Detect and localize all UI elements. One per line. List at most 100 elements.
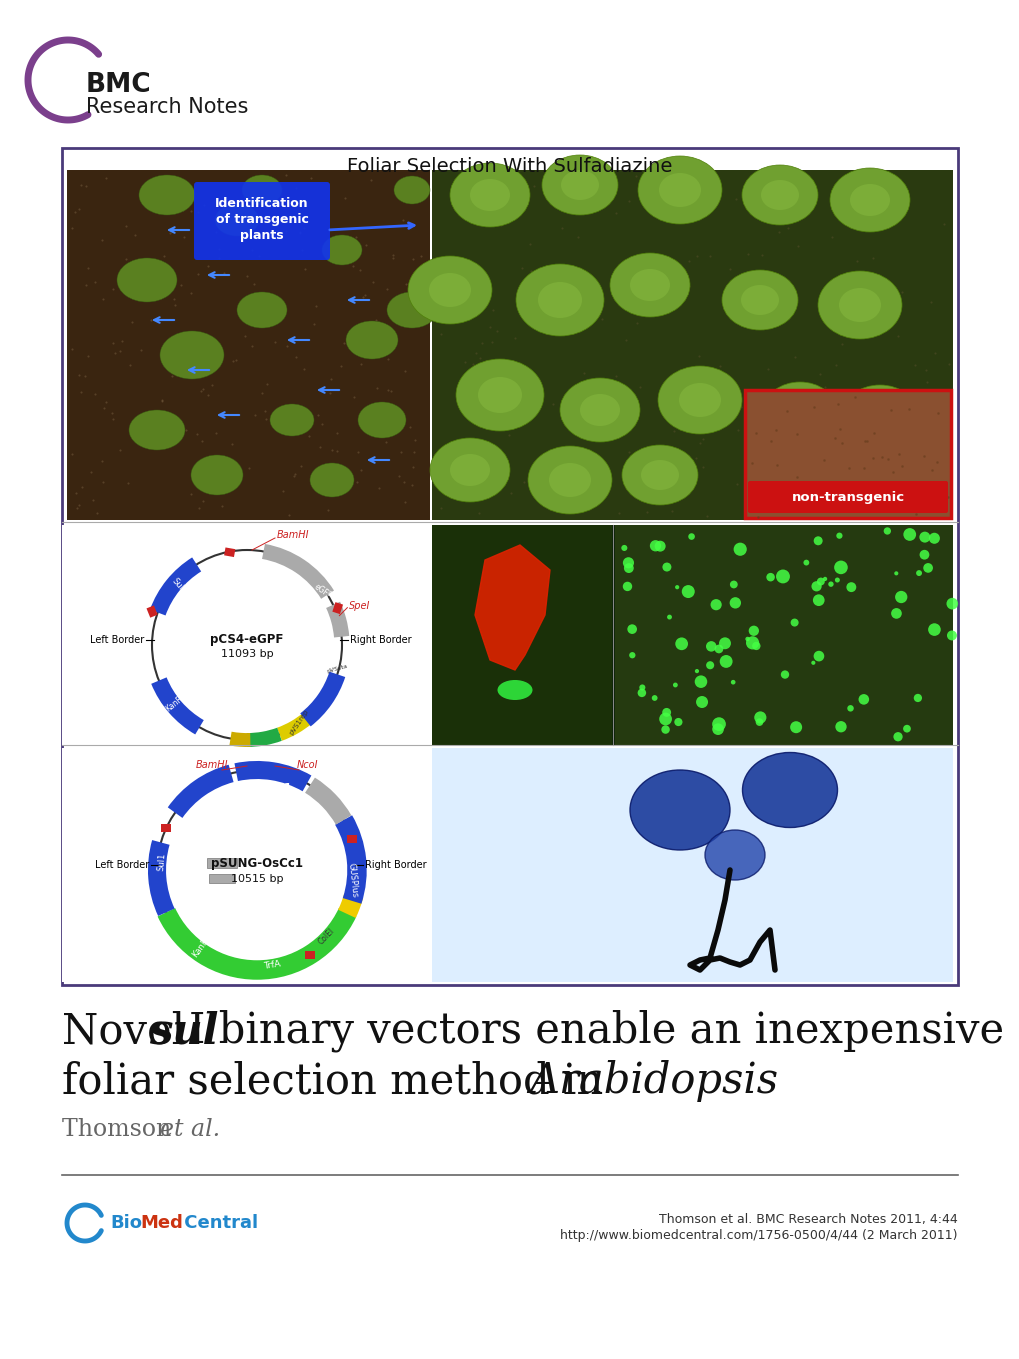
Text: et al.: et al. (160, 1118, 220, 1142)
Ellipse shape (449, 163, 530, 227)
Circle shape (730, 580, 737, 588)
Ellipse shape (528, 446, 611, 514)
Bar (209, 874, 234, 883)
Circle shape (711, 723, 723, 735)
Circle shape (705, 662, 713, 669)
Circle shape (813, 537, 822, 545)
Circle shape (637, 689, 645, 697)
Ellipse shape (236, 292, 286, 328)
Circle shape (751, 641, 760, 650)
Ellipse shape (622, 444, 697, 506)
Circle shape (710, 599, 721, 610)
Ellipse shape (580, 394, 620, 425)
Text: Foliar Selection With Sulfadiazine: Foliar Selection With Sulfadiazine (347, 156, 672, 175)
Circle shape (882, 527, 891, 534)
Circle shape (733, 542, 746, 556)
Ellipse shape (455, 359, 543, 431)
Ellipse shape (393, 177, 430, 204)
Text: OsCc1: OsCc1 (252, 781, 292, 795)
Ellipse shape (516, 264, 603, 336)
Circle shape (894, 571, 898, 575)
Circle shape (827, 582, 833, 587)
Ellipse shape (721, 270, 797, 330)
Bar (432, 525, 952, 745)
Circle shape (902, 724, 910, 733)
Circle shape (922, 563, 932, 572)
Circle shape (714, 644, 722, 654)
Circle shape (919, 550, 928, 560)
Circle shape (836, 533, 842, 538)
Ellipse shape (841, 385, 917, 444)
Circle shape (810, 660, 814, 665)
Circle shape (834, 578, 839, 583)
Ellipse shape (637, 156, 721, 224)
Ellipse shape (817, 270, 901, 338)
FancyBboxPatch shape (747, 481, 947, 512)
Circle shape (822, 576, 826, 582)
Ellipse shape (322, 235, 362, 265)
Circle shape (694, 675, 706, 688)
Circle shape (661, 708, 671, 716)
Circle shape (903, 529, 915, 541)
FancyBboxPatch shape (194, 182, 330, 260)
Ellipse shape (310, 463, 354, 497)
Ellipse shape (358, 402, 406, 438)
Text: Central: Central (178, 1214, 258, 1233)
Ellipse shape (139, 175, 195, 215)
Ellipse shape (541, 155, 618, 215)
Ellipse shape (657, 366, 741, 434)
Circle shape (661, 563, 671, 572)
Text: GUSPlus: GUSPlus (345, 862, 359, 898)
Text: SpeI: SpeI (350, 601, 370, 610)
Circle shape (729, 597, 740, 609)
Text: Med: Med (140, 1214, 182, 1233)
Text: Thomson et al. BMC Research Notes 2011, 4:44: Thomson et al. BMC Research Notes 2011, … (658, 1214, 957, 1226)
Text: Bio: Bio (110, 1214, 142, 1233)
Bar (332, 602, 342, 614)
Text: sul: sul (149, 1010, 218, 1052)
Circle shape (666, 614, 672, 620)
Bar (62, 148, 957, 985)
Text: Novel: Novel (62, 1010, 198, 1052)
Text: Sul1: Sul1 (156, 852, 166, 871)
Bar (432, 525, 611, 745)
Bar (614, 525, 952, 745)
Circle shape (639, 685, 645, 690)
Circle shape (790, 722, 801, 734)
Ellipse shape (430, 438, 510, 501)
Text: TrfA: TrfA (263, 959, 281, 970)
Circle shape (748, 625, 758, 636)
Bar (432, 170, 952, 520)
Text: Sul1: Sul1 (170, 576, 190, 597)
Circle shape (694, 669, 698, 673)
Ellipse shape (630, 269, 669, 300)
Bar (224, 548, 235, 557)
Circle shape (621, 545, 627, 550)
Circle shape (705, 641, 715, 651)
Text: Arabidopsis: Arabidopsis (529, 1060, 777, 1102)
Ellipse shape (849, 183, 890, 216)
Ellipse shape (741, 164, 817, 226)
Ellipse shape (860, 400, 898, 429)
Text: Left Border: Left Border (90, 635, 144, 646)
Ellipse shape (782, 395, 817, 424)
Ellipse shape (160, 332, 224, 379)
Ellipse shape (117, 258, 177, 302)
Circle shape (891, 607, 901, 618)
Ellipse shape (640, 459, 679, 491)
Text: Right Border: Right Border (350, 635, 412, 646)
Bar (67, 170, 430, 520)
Text: pVSsta: pVSsta (325, 663, 347, 674)
Circle shape (674, 718, 682, 726)
Ellipse shape (386, 292, 436, 328)
Circle shape (157, 771, 357, 970)
Bar (62, 747, 430, 983)
Ellipse shape (560, 170, 598, 200)
Circle shape (649, 540, 660, 552)
Circle shape (781, 670, 789, 678)
Ellipse shape (829, 169, 909, 232)
Circle shape (803, 560, 808, 565)
Ellipse shape (270, 404, 314, 436)
Ellipse shape (839, 288, 880, 322)
Text: non-transgenic: non-transgenic (791, 491, 904, 503)
